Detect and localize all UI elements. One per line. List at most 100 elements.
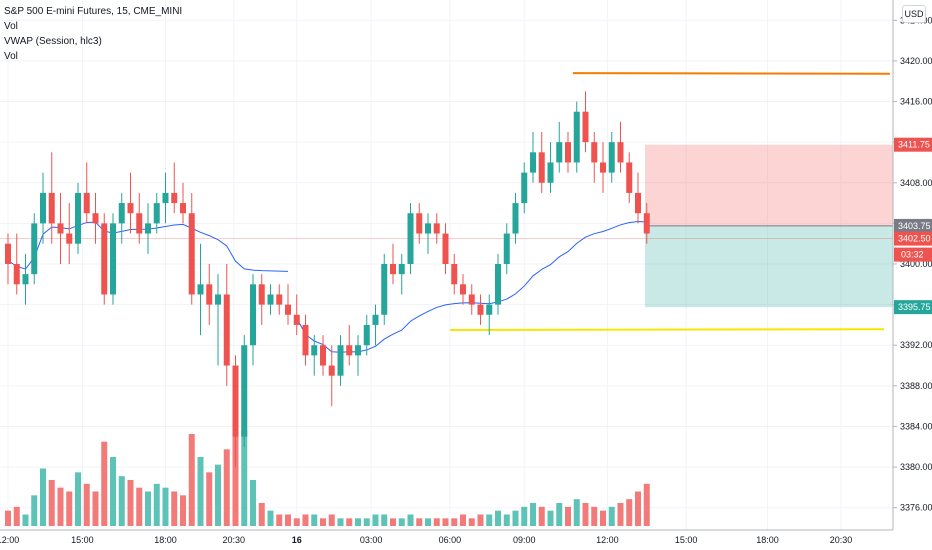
volume-bar-68 [600,510,606,526]
candle-body-20 [180,203,186,214]
volume-bar-50 [442,518,449,526]
volume-bars [5,411,650,526]
x-tick-label-2: 18:00 [154,535,177,545]
volume-bar-46 [407,514,414,526]
volume-bar-14 [127,480,134,526]
candle-body-56 [495,264,501,305]
candle-body-9 [83,192,90,214]
volume-bar-47 [416,518,423,526]
candle-body-37 [328,365,335,376]
candle-body-63 [556,142,563,163]
volume-bar-73 [643,483,650,526]
candle-body-5 [48,192,55,224]
y-tick-label-4: 3392.00 [900,340,932,350]
legend-volume-2[interactable]: Vol [4,51,18,62]
legend-symbol[interactable]: S&P 500 E-mini Futures, 15, CME_MINI [4,6,183,17]
volume-bar-0 [5,510,11,526]
current-price-tag: 3402.50 [898,234,931,244]
volume-bar-45 [398,518,405,526]
legend-volume[interactable]: Vol [4,21,18,32]
volume-bar-29 [258,503,265,526]
candle-body-71 [626,162,633,193]
x-tick-label-0: 12:00 [0,535,19,545]
volume-bar-67 [591,506,598,526]
stop-price-tag-bg [894,300,932,315]
candle-body-3 [31,223,38,275]
volume-bar-21 [188,434,195,526]
volume-bar-37 [328,514,335,526]
volume-bar-12 [110,457,116,526]
candle-body-18 [162,192,169,204]
volume-bar-61 [538,506,545,526]
candle-body-29 [258,284,265,305]
candle-body-60 [530,152,536,173]
legend-vwap[interactable]: VWAP (Session, hlc3) [4,36,102,47]
volume-bar-13 [118,476,125,526]
x-tick-label-4: 16 [292,535,302,545]
candle-body-68 [600,162,606,173]
stop-price-tag: 3395.75 [898,302,931,312]
volume-bar-51 [451,518,458,526]
candles [5,91,650,468]
volume-bar-39 [346,518,353,526]
candle-body-61 [538,152,545,183]
y-tick-label-0: 3376.00 [900,503,932,513]
take-profit-zone [645,225,893,308]
volume-bar-43 [381,514,388,526]
volume-bar-53 [468,518,475,526]
volume-bar-56 [495,510,501,526]
volume-bar-11 [101,441,108,526]
volume-bar-48 [425,518,431,526]
volume-bar-55 [486,514,493,526]
countdown-tag: 03:32 [901,250,924,260]
candle-body-45 [398,264,405,275]
candle-body-22 [197,284,204,295]
candle-body-43 [381,264,388,315]
candle-body-73 [643,213,650,234]
volume-bar-35 [311,514,318,526]
candle-body-15 [136,213,143,234]
entry-price-tag-bg [894,218,932,233]
currency-button[interactable]: USD [902,5,926,23]
entry-price-tag: 3403.75 [898,221,931,231]
volume-bar-72 [635,491,641,526]
candle-body-64 [565,142,571,163]
candle-body-69 [608,142,615,173]
volume-bar-5 [48,480,55,526]
volume-bar-10 [92,491,99,526]
y-tick-label-6: 3400.00 [900,259,932,269]
candle-body-48 [425,223,431,234]
volume-bar-28 [250,480,256,526]
volume-bar-16 [145,491,151,526]
volume-bar-42 [372,514,379,526]
volume-bar-49 [433,518,440,526]
candle-body-62 [547,162,554,183]
volume-bar-52 [460,514,466,526]
y-tick-label-11: 3420.00 [900,56,932,66]
volume-bar-27 [241,430,248,526]
volume-bar-6 [57,487,64,526]
volume-bar-31 [276,514,283,526]
volume-bar-32 [285,514,291,526]
candle-body-34 [302,324,309,356]
volume-bar-17 [153,483,160,526]
candle-body-26 [232,365,239,437]
volume-bar-40 [355,518,361,526]
volume-bar-60 [530,503,536,526]
volume-bar-24 [215,464,221,526]
candle-body-28 [250,284,256,346]
candle-body-70 [617,142,624,163]
candle-body-17 [153,203,160,224]
x-tick-label-3: 20:30 [222,535,245,545]
candle-body-2 [22,274,29,285]
volume-bar-71 [626,499,633,526]
volume-bar-63 [556,503,563,526]
horizontal-levels[interactable] [449,72,891,331]
candle-body-54 [477,304,484,315]
y-tick-label-2: 3384.00 [900,421,932,431]
candle-body-65 [573,111,580,163]
candle-body-52 [460,284,466,295]
